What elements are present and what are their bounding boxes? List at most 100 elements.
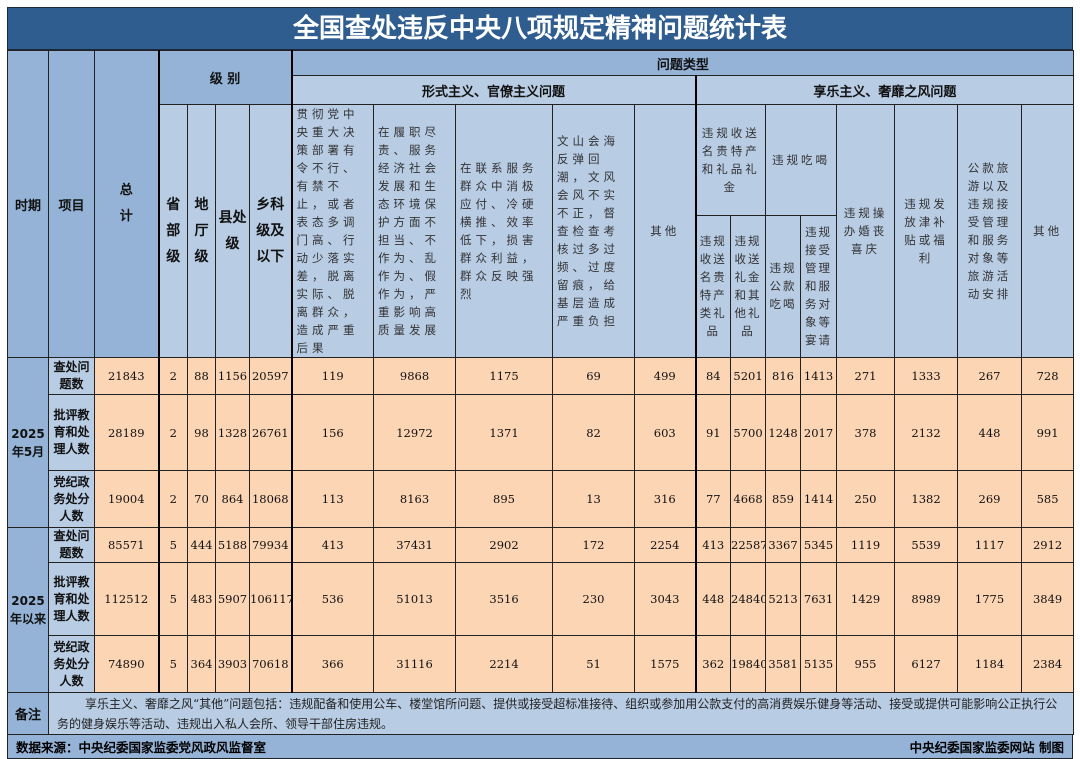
header-level-provincial: 省部级 — [157, 104, 188, 358]
value-cell: 5 — [157, 635, 188, 693]
value-cell: 413 — [290, 527, 375, 563]
table-row: 批评教育和处理人数 112512 5 483 5907 106117 536 51013 351… — [8, 562, 1075, 636]
period-cell: 2025年以来 — [7, 527, 49, 693]
header-allowances: 违规发放津补贴或福利 — [894, 104, 959, 358]
value-cell: 113 — [290, 470, 375, 528]
value-cell: 2 — [157, 394, 188, 471]
value-cell: 24840 — [730, 562, 767, 636]
value-cell: 364 — [187, 635, 216, 693]
table-row: 党纪政务处分人数 74890 5 364 3903 70618 366 31116 2214 51… — [8, 635, 1075, 693]
value-cell: 51 — [552, 635, 636, 693]
header-weddings-funerals: 违规操办婚丧喜庆 — [836, 104, 896, 358]
value-cell: 448 — [957, 394, 1023, 471]
value-cell: 728 — [1021, 357, 1075, 395]
value-cell: 5135 — [800, 635, 838, 693]
header-formalism: 形式主义、官僚主义问题 — [290, 75, 697, 105]
value-cell: 269 — [957, 470, 1023, 528]
table-row: 2025年以来 查处问题数 85571 5 444 5188 79934 413 37431 29… — [7, 527, 1075, 693]
value-cell: 31116 — [373, 635, 457, 693]
value-cell: 444 — [187, 527, 216, 563]
header-formalism-masses: 在联系服务群众中消极应付、冷硬横推、效率低下，损害群众利益，群众反映强烈 — [455, 104, 554, 358]
value-cell: 271 — [836, 357, 896, 395]
value-cell: 1333 — [894, 357, 959, 395]
value-cell: 864 — [215, 470, 250, 528]
value-cell: 2017 — [800, 394, 838, 471]
value-cell: 499 — [634, 357, 697, 395]
value-cell: 77 — [694, 470, 732, 528]
value-cell: 1413 — [800, 357, 838, 395]
value-cell: 5188 — [215, 527, 250, 563]
value-cell: 536 — [290, 562, 375, 636]
header-formalism-other: 其他 — [634, 104, 697, 358]
header-gifts-cash: 违规收送礼金和其他礼品 — [730, 214, 767, 359]
item-cell: 党纪政务处分人数 — [48, 470, 95, 528]
value-cell: 84 — [694, 357, 732, 395]
value-cell: 82 — [552, 394, 636, 471]
value-cell: 1156 — [215, 357, 250, 395]
value-cell: 156 — [290, 394, 375, 471]
value-cell: 26761 — [248, 394, 293, 471]
value-cell: 2 — [157, 470, 188, 528]
header-problem-type: 问题类型 — [290, 50, 1075, 76]
value-cell: 230 — [552, 562, 636, 636]
value-cell: 69 — [552, 357, 636, 395]
value-cell: 859 — [765, 470, 802, 528]
item-cell: 批评教育和处理人数 — [48, 562, 95, 636]
header-gifts-group: 违规收送名贵特产和礼品礼金 — [694, 104, 767, 216]
value-cell: 20597 — [248, 357, 293, 395]
value-cell: 51013 — [373, 562, 457, 636]
value-cell: 13 — [552, 470, 636, 528]
value-cell: 5539 — [894, 527, 959, 563]
header-formalism-decisions: 贯彻党中央重大决策部署有令不行、有禁不止，或者表态多调门高、行动少落实差，脱离实… — [290, 104, 375, 358]
item-cell: 党纪政务处分人数 — [48, 635, 95, 693]
value-cell: 8163 — [373, 470, 457, 528]
item-cell: 查处问题数 — [48, 357, 95, 395]
note-label: 备注 — [7, 692, 49, 735]
value-cell: 18068 — [248, 470, 293, 528]
header-hedonism: 享乐主义、奢靡之风问题 — [694, 75, 1075, 105]
value-cell: 5907 — [215, 562, 250, 636]
value-cell: 85571 — [94, 527, 159, 563]
value-cell: 5213 — [765, 562, 802, 636]
value-cell: 1248 — [765, 394, 802, 471]
header-period: 时期 — [7, 50, 49, 358]
value-cell: 5345 — [800, 527, 838, 563]
value-cell: 79934 — [248, 527, 293, 563]
stats-table: 时期 项目 总计 级 别 问题类型 形式主义、官僚主义问题 享乐主义、奢靡之风问… — [7, 50, 1075, 735]
value-cell: 955 — [836, 635, 896, 693]
value-cell: 1371 — [455, 394, 554, 471]
value-cell: 1328 — [215, 394, 250, 471]
header-level-prefecture: 地厅级 — [187, 104, 216, 358]
footer-bar: 数据来源：中央纪委国家监委党风政风监督室 中央纪委国家监委网站 制图 — [7, 735, 1073, 759]
value-cell: 895 — [455, 470, 554, 528]
value-cell: 91 — [694, 394, 732, 471]
value-cell: 70618 — [248, 635, 293, 693]
value-cell: 8989 — [894, 562, 959, 636]
header-dining-group: 违规吃喝 — [765, 104, 838, 216]
header-formalism-meetings: 文山会海反弹回潮，文风会风不实不正，督查检查考核过多过频、过度留痕，给基层造成严… — [552, 104, 636, 358]
header-dining-banquets: 违规接受管理和服务对象等宴请 — [800, 214, 838, 359]
value-cell: 3581 — [765, 635, 802, 693]
header-total-label: 总计 — [119, 183, 133, 224]
value-cell: 1119 — [836, 527, 896, 563]
value-cell: 19004 — [94, 470, 159, 528]
value-cell: 1382 — [894, 470, 959, 528]
value-cell: 5 — [157, 527, 188, 563]
item-cell: 查处问题数 — [48, 527, 95, 563]
table-row: 2025年5月 查处问题数 21843 2 88 1156 20597 119 9868 1175… — [7, 357, 1075, 528]
value-cell: 4668 — [730, 470, 767, 528]
header-item: 项目 — [48, 50, 95, 358]
value-cell: 22587 — [730, 527, 767, 563]
header-formalism-duties: 在履职尽责、服务经济社会发展和生态环境保护方面不担当、不作为、乱作为、假作为，严… — [373, 104, 457, 358]
value-cell: 413 — [694, 527, 732, 563]
value-cell: 7631 — [800, 562, 838, 636]
value-cell: 250 — [836, 470, 896, 528]
header-level: 级 别 — [157, 50, 293, 105]
note-text: 享乐主义、奢靡之风“其他”问题包括：违规配备和使用公车、楼堂馆所问题、提供或接受… — [47, 692, 1075, 735]
value-cell: 1184 — [957, 635, 1023, 693]
value-cell: 28189 — [94, 394, 159, 471]
value-cell: 12972 — [373, 394, 457, 471]
value-cell: 362 — [694, 635, 732, 693]
value-cell: 316 — [634, 470, 697, 528]
value-cell: 74890 — [94, 635, 159, 693]
